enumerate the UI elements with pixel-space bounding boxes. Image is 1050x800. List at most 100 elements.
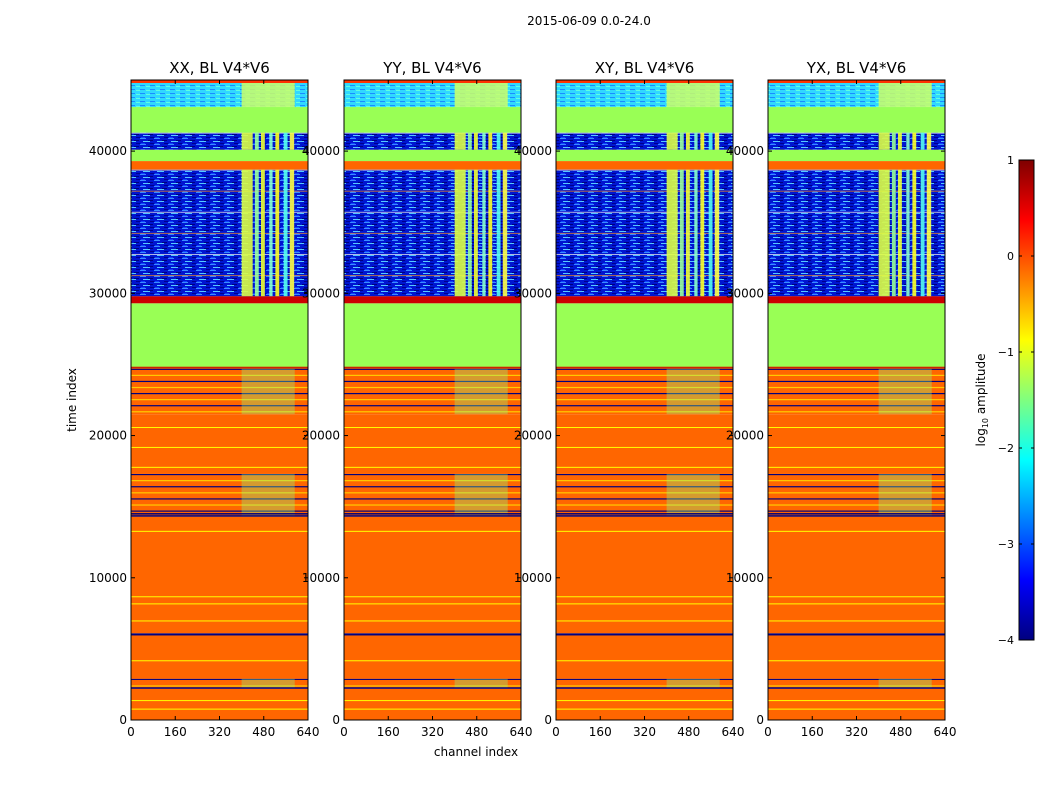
flag-line	[131, 169, 308, 171]
flag-line	[768, 374, 945, 376]
channel-stripe	[708, 132, 713, 150]
channel-stripe	[496, 132, 501, 150]
flag-line	[768, 708, 945, 710]
channel-stripe	[685, 169, 690, 297]
flag-line	[344, 504, 521, 506]
channel-stripe	[700, 169, 705, 297]
flag-line	[556, 473, 733, 476]
flag-line	[344, 253, 521, 255]
band-green	[768, 303, 945, 369]
flag-line	[768, 603, 945, 605]
flag-line	[131, 473, 308, 476]
band-red-lines	[131, 296, 308, 304]
band-orange	[768, 161, 945, 170]
channel-stripe	[283, 169, 288, 297]
panel-title: XY, BL V4*V6	[595, 59, 695, 77]
flag-line	[768, 473, 945, 476]
flag-line	[556, 211, 733, 213]
channel-stripe	[482, 169, 486, 297]
flag-line	[556, 480, 733, 482]
flag-line	[131, 366, 308, 369]
colorbar-tick-label: 0	[1007, 250, 1014, 263]
band-orange	[344, 634, 521, 679]
flag-line	[556, 660, 733, 662]
y-tick-label: 0	[756, 713, 764, 727]
channel-stripe	[260, 132, 265, 150]
y-tick-label: 20000	[514, 429, 552, 443]
channel-band	[666, 368, 720, 415]
band-orange	[768, 414, 945, 474]
colorbar-label: log10 amplitude	[974, 354, 990, 447]
flag-line	[768, 405, 945, 407]
flag-line	[556, 466, 733, 468]
flag-line	[344, 685, 521, 687]
flag-line	[344, 603, 521, 605]
flag-line	[131, 190, 308, 192]
panels-group: XX, BL V4*V6 0 160 320 480 640 0 10000 20000 3000…	[89, 59, 957, 739]
x-tick-label: 640	[934, 725, 957, 739]
panel-title: XX, BL V4*V6	[169, 59, 270, 77]
flag-line	[768, 486, 945, 488]
figure-suptitle: 2015-06-09 0.0-24.0	[527, 14, 651, 28]
flag-line	[131, 275, 308, 277]
flag-line	[556, 685, 733, 687]
flag-line	[131, 620, 308, 622]
flag-line	[768, 275, 945, 277]
channel-stripe	[878, 132, 890, 150]
x-tick-label: 160	[377, 725, 400, 739]
flag-line	[344, 486, 521, 488]
flag-line	[556, 253, 733, 255]
flag-line	[556, 132, 733, 134]
flag-line	[556, 368, 733, 370]
x-tick-label: 0	[127, 725, 135, 739]
flag-line	[131, 446, 308, 448]
band-orange	[768, 634, 945, 679]
flag-line	[344, 169, 521, 171]
flag-line	[768, 492, 945, 494]
flag-line	[768, 596, 945, 598]
flag-line	[131, 405, 308, 407]
flag-line	[131, 708, 308, 710]
channel-stripe	[275, 132, 280, 150]
flag-line	[556, 374, 733, 376]
x-tick-label: 0	[552, 725, 560, 739]
band-green	[556, 107, 733, 133]
x-axis-label: channel index	[434, 745, 518, 759]
flag-line	[768, 211, 945, 213]
flag-line	[556, 515, 733, 517]
flag-line	[344, 211, 521, 213]
channel-stripe	[694, 169, 698, 297]
band-orange	[131, 634, 308, 679]
band-orange	[556, 414, 733, 474]
channel-stripe	[454, 80, 508, 108]
flag-line	[131, 253, 308, 255]
flag-line	[344, 466, 521, 468]
flag-line	[131, 660, 308, 662]
panel-4: YX, BL V4*V6 0 160 320 480 640 0 10000 20000 3000…	[726, 59, 957, 739]
x-tick-label: 160	[801, 725, 824, 739]
flag-line	[768, 620, 945, 622]
flag-line	[768, 687, 945, 689]
x-tick-label: 0	[764, 725, 772, 739]
colorbar-ticks: 1 0 −1 −2 −3 −4	[998, 154, 1034, 647]
channel-stripe	[502, 132, 508, 150]
flag-line	[344, 392, 521, 395]
channel-stripe	[502, 169, 508, 297]
flag-line	[344, 515, 521, 517]
flag-line	[556, 232, 733, 234]
heatmap-area	[344, 80, 521, 720]
y-tick-label: 10000	[302, 571, 340, 585]
flag-line	[344, 700, 521, 702]
flag-line	[131, 530, 308, 532]
panel-title: YX, BL V4*V6	[806, 59, 907, 77]
x-tick-label: 640	[297, 725, 320, 739]
band-orange	[344, 516, 521, 634]
flag-line	[344, 374, 521, 376]
band-green	[556, 303, 733, 369]
flag-line	[131, 427, 308, 429]
channel-stripe	[488, 169, 493, 297]
flag-line	[556, 620, 733, 622]
channel-stripe	[289, 169, 295, 297]
y-tick-label: 40000	[514, 144, 552, 158]
